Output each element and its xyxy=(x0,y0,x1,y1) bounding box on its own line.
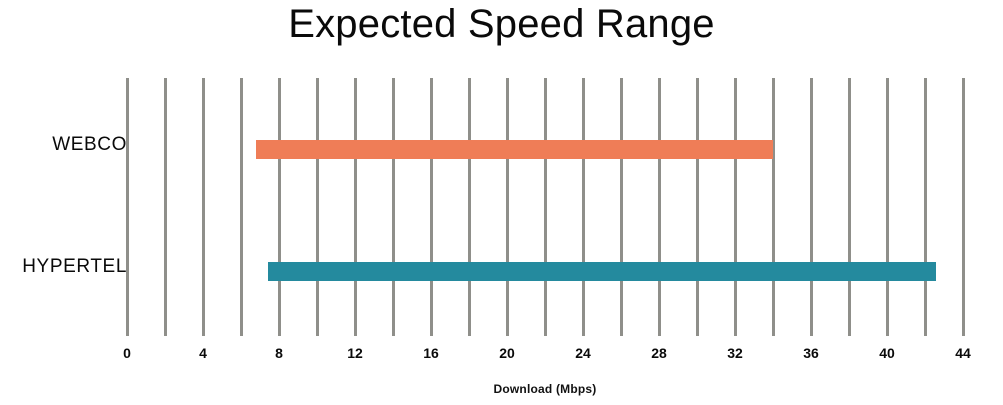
gridline xyxy=(505,78,509,336)
x-tick-label: 4 xyxy=(199,345,207,361)
gridline xyxy=(885,78,889,336)
x-tick-label: 32 xyxy=(727,345,743,361)
x-tick-label: 8 xyxy=(275,345,283,361)
x-axis-title: Download (Mbps) xyxy=(493,382,597,396)
gridline xyxy=(847,78,851,336)
chart-title: Expected Speed Range xyxy=(288,2,715,46)
x-axis-tick-labels: 0 4 8 12 16 20 24 28 32 36 40 44 xyxy=(0,345,1003,369)
x-tick-label: 16 xyxy=(423,345,439,361)
gridline xyxy=(163,78,167,336)
gridline xyxy=(201,78,205,336)
gridline xyxy=(581,78,585,336)
gridline xyxy=(733,78,737,336)
category-label-hypertel: HYPERTEL xyxy=(22,256,127,277)
gridline xyxy=(961,78,965,336)
gridline xyxy=(277,78,281,336)
gridline xyxy=(543,78,547,336)
range-bar-hypertel xyxy=(267,262,937,281)
x-tick-label: 0 xyxy=(123,345,131,361)
y-axis-category-labels: WEBCO HYPERTEL xyxy=(0,0,127,405)
gridline xyxy=(239,78,243,336)
x-tick-label: 44 xyxy=(955,345,971,361)
gridline xyxy=(619,78,623,336)
x-tick-label: 40 xyxy=(879,345,895,361)
gridline xyxy=(391,78,395,336)
gridline xyxy=(809,78,813,336)
plot-area xyxy=(125,78,965,336)
gridline xyxy=(429,78,433,336)
gridline xyxy=(353,78,357,336)
gridline xyxy=(125,78,129,336)
gridline xyxy=(771,78,775,336)
x-tick-label: 20 xyxy=(499,345,515,361)
gridline xyxy=(315,78,319,336)
gridline xyxy=(657,78,661,336)
x-tick-label: 28 xyxy=(651,345,667,361)
category-label-webco: WEBCO xyxy=(52,134,127,155)
x-tick-label: 36 xyxy=(803,345,819,361)
gridline xyxy=(923,78,927,336)
gridline xyxy=(467,78,471,336)
x-tick-label: 24 xyxy=(575,345,591,361)
range-bar-webco xyxy=(256,140,773,159)
x-tick-label: 12 xyxy=(347,345,363,361)
gridline xyxy=(695,78,699,336)
